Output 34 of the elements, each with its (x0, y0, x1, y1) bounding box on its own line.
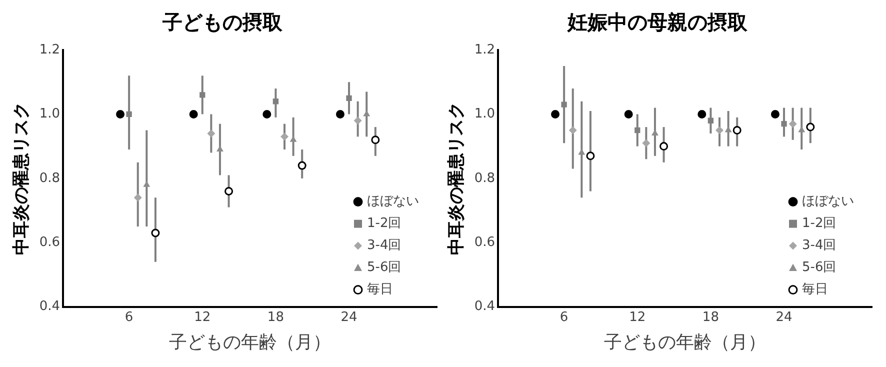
x-tick-label: 6 (560, 310, 568, 325)
y-tick-label: 0.8 (474, 170, 496, 186)
y-axis-title: 中耳炎の罹患リスク (12, 102, 32, 255)
y-tick-label: 1.2 (474, 42, 496, 58)
legend-label: 1-2回 (367, 216, 402, 232)
x-tick-label: 12 (194, 310, 211, 325)
x-tick-label: 12 (629, 310, 646, 325)
y-tick-label: 0.4 (474, 299, 496, 314)
legend-label: 3-4回 (367, 238, 402, 254)
chart-title: 妊娠中の母親の摂取 (566, 10, 748, 34)
legend-label: 1-2回 (802, 216, 836, 232)
x-tick-label: 18 (267, 310, 284, 325)
legend-label: 毎日 (367, 282, 393, 298)
y-axis-title: 中耳炎の罹患リスク (446, 102, 467, 255)
legend-label: 3-4回 (802, 238, 836, 254)
x-tick-label: 18 (702, 310, 719, 325)
legend-label: 5-6回 (367, 260, 402, 276)
y-tick-label: 0.8 (39, 170, 60, 186)
y-tick-label: 1.2 (39, 42, 60, 58)
legend-label: 毎日 (802, 282, 828, 298)
x-tick-label: 6 (124, 310, 134, 325)
x-tick-label: 24 (340, 310, 358, 325)
y-tick-label: 0.6 (39, 234, 60, 250)
legend-label: ほぼない (367, 194, 419, 210)
y-tick-label: 1.0 (39, 106, 60, 122)
chart-title: 子どもの摂取 (162, 10, 284, 34)
legend-label: 5-6回 (802, 260, 836, 276)
x-tick-label: 24 (776, 310, 792, 325)
y-tick-label: 0.4 (39, 299, 60, 314)
y-tick-label: 1.0 (474, 106, 496, 122)
y-tick-label: 0.6 (474, 234, 496, 250)
x-axis-title: 子どもの年齢（月） (169, 332, 332, 353)
x-axis-title: 子どもの年齢（月） (604, 332, 766, 353)
legend-label: ほぼない (802, 194, 854, 210)
